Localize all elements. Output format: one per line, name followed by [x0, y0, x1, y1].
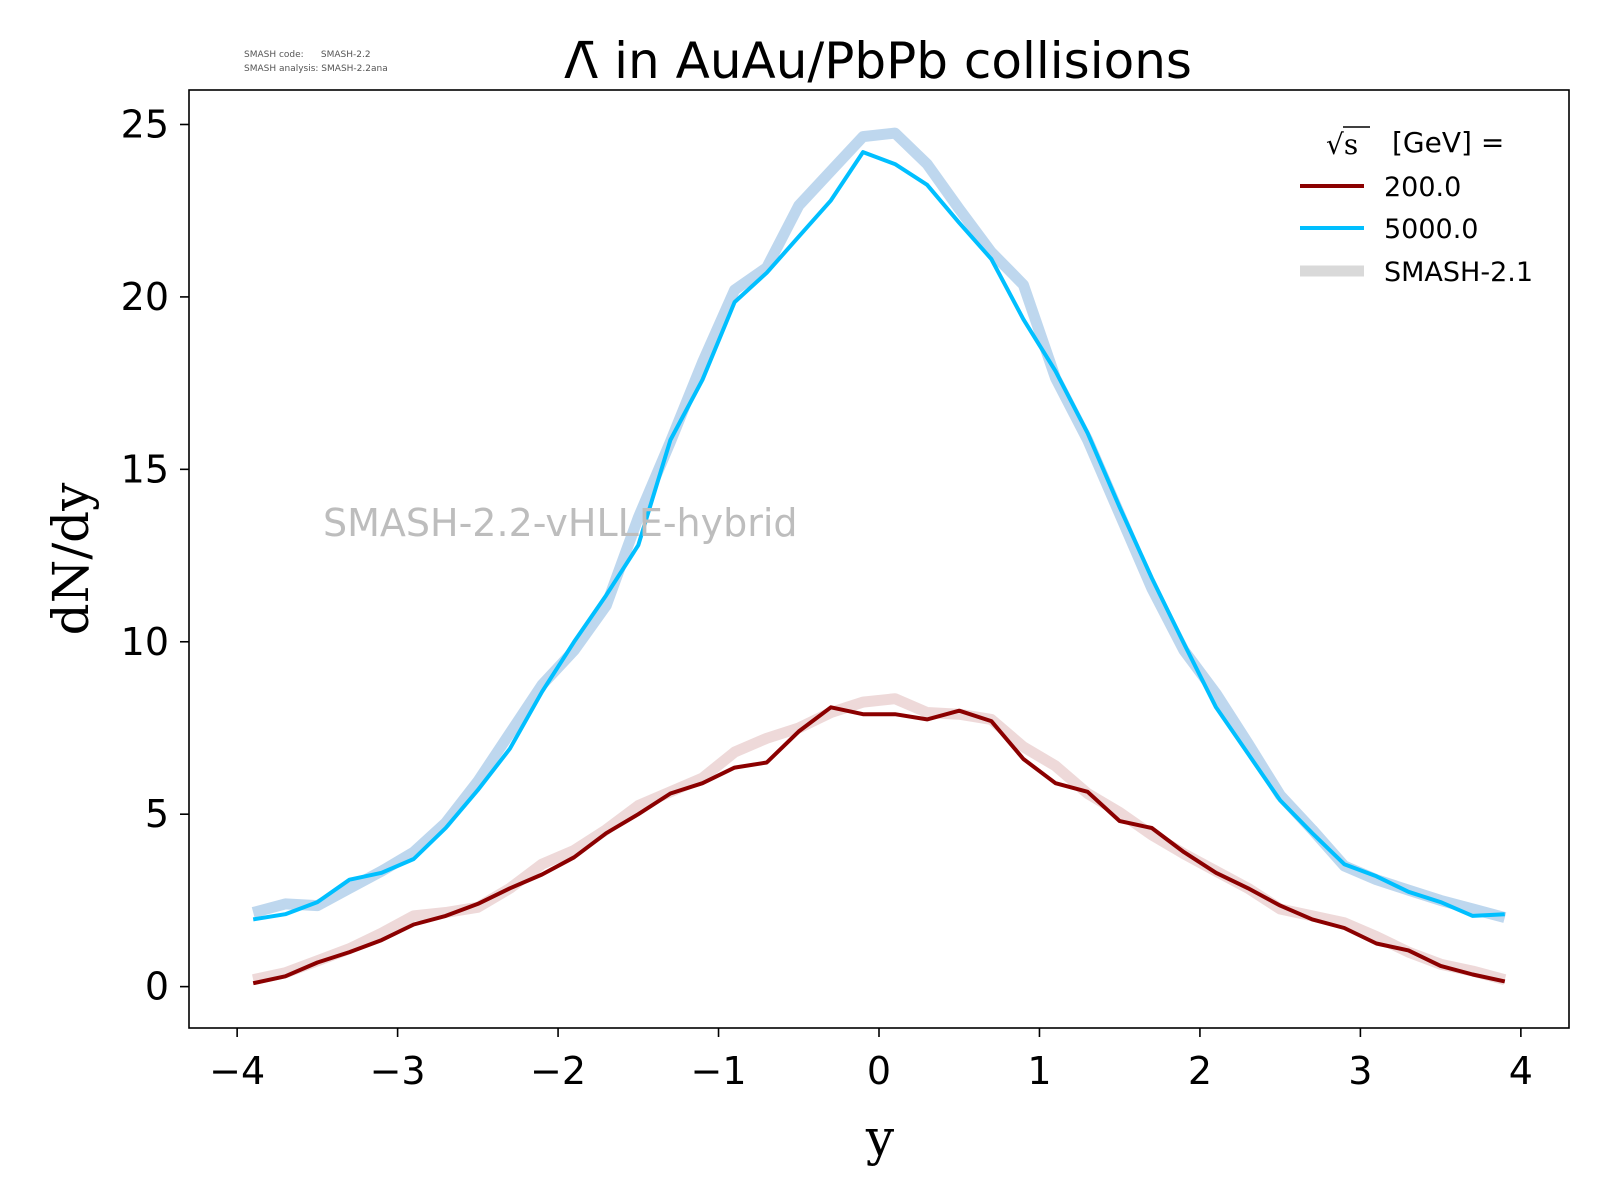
y-tick-label: 15: [121, 447, 169, 491]
x-tick-label: −4: [209, 1049, 265, 1093]
x-tick-label: 0: [867, 1049, 891, 1093]
x-tick-label: −2: [530, 1049, 586, 1093]
reference-line-smash-2-1-3: [251, 127, 1507, 923]
chart-title: Λ̄ in AuAu/PbPb collisions: [564, 32, 1192, 90]
y-tick-label: 5: [145, 792, 169, 836]
reference-series-layer: [251, 127, 1507, 986]
x-tick-label: 3: [1348, 1049, 1372, 1093]
legend-label-smash-2-1: SMASH-2.1: [1384, 257, 1533, 288]
x-tick-label: −3: [370, 1049, 426, 1093]
legend-label-200: 200.0: [1384, 172, 1461, 203]
x-tick-label: 4: [1509, 1049, 1533, 1093]
legend: √s [GeV] = 200.0 5000.0 SMASH-2.1: [1300, 126, 1533, 288]
y-axis-label: dN/dy: [42, 482, 100, 636]
y-axis-ticks: 0 5 10 15 20 25: [121, 102, 189, 1009]
x-tick-label: 2: [1188, 1049, 1212, 1093]
x-axis-ticks: −4 −3 −2 −1 0 1 2 3 4: [209, 1028, 1533, 1093]
smash-code-line: SMASH code: SMASH-2.2: [244, 50, 371, 60]
series-line-200-0-0: [252, 705, 1506, 986]
y-tick-label: 20: [121, 275, 169, 319]
y-tick-label: 10: [121, 620, 169, 664]
x-tick-label: −1: [691, 1049, 747, 1093]
series-line-5000-0-1: [252, 150, 1505, 922]
y-tick-label: 25: [121, 102, 169, 146]
watermark-text: SMASH-2.2-vHLLE-hybrid: [323, 501, 798, 545]
plot-frame: [188, 89, 1570, 1029]
legend-title-unit: [GeV] =: [1392, 126, 1504, 159]
y-tick-label: 0: [145, 965, 169, 1009]
x-tick-label: 1: [1027, 1049, 1051, 1093]
smash-analysis-line: SMASH analysis: SMASH-2.2ana: [244, 64, 388, 74]
x-axis-label: y: [865, 1109, 895, 1167]
main-series-layer: [252, 150, 1506, 986]
legend-label-5000: 5000.0: [1384, 214, 1478, 245]
legend-title-sqrt-s: √s: [1326, 128, 1358, 161]
